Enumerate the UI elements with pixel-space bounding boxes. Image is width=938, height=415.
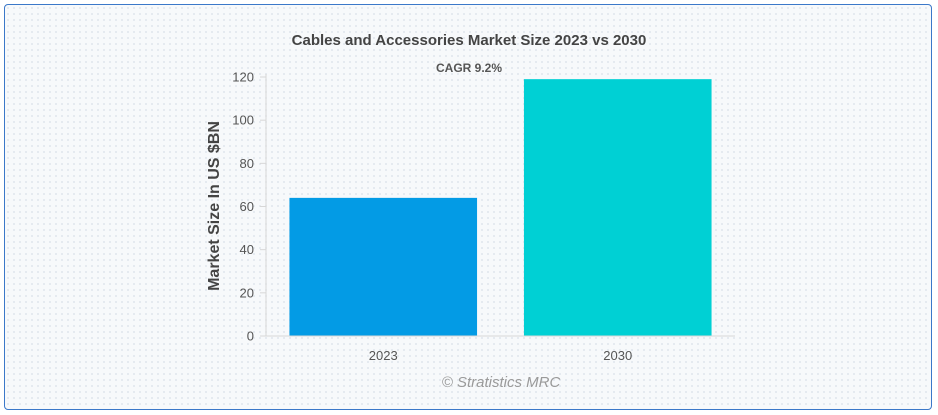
bar-2030 (523, 79, 712, 337)
y-axis: 0 20 40 60 80 100 120 (232, 70, 267, 344)
y-axis-label: Market Size In US $BN (206, 121, 223, 291)
x-tick-label: 2023 (369, 348, 398, 363)
chart-subtitle: CAGR 9.2% (436, 61, 502, 75)
x-axis: 2023 2030 (266, 335, 735, 363)
y-tick-label: 80 (240, 156, 254, 171)
chart-title: Cables and Accessories Market Size 2023 … (292, 32, 647, 49)
y-tick-label: 100 (232, 113, 254, 128)
y-tick-label: 0 (247, 329, 254, 344)
y-tick-label: 40 (240, 242, 254, 257)
y-tick-label: 60 (240, 199, 254, 214)
bar-series (289, 79, 712, 337)
bar-2023 (289, 197, 478, 336)
y-tick-label: 120 (232, 70, 254, 85)
y-tick-label: 20 (240, 285, 254, 300)
credit-text: © Stratistics MRC (442, 374, 561, 391)
x-tick-label: 2030 (603, 348, 632, 363)
